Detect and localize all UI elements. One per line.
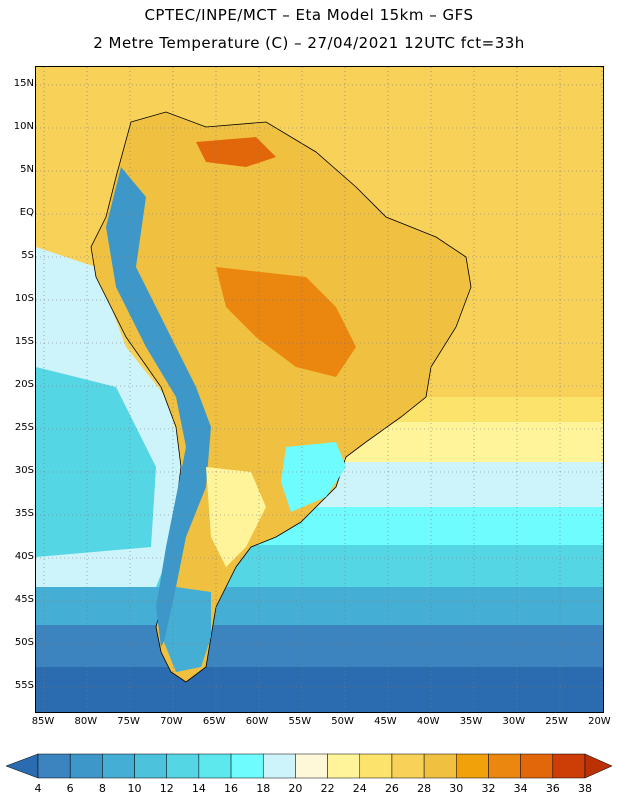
lat-label: 55S bbox=[14, 680, 34, 691]
colorbar-label: 16 bbox=[224, 782, 239, 795]
colorbar-label: 22 bbox=[320, 782, 335, 795]
andes-cold-region bbox=[106, 167, 211, 647]
colorbar-label: 36 bbox=[545, 782, 560, 795]
lat-label: 30S bbox=[14, 465, 34, 476]
colorbar-label: 20 bbox=[288, 782, 303, 795]
map-title-line-1: CPTEC/INPE/MCT – Eta Model 15km – GFS bbox=[144, 6, 474, 24]
map-title-line-2: 2 Metre Temperature (C) – 27/04/2021 12U… bbox=[93, 34, 525, 52]
lon-label: 85W bbox=[31, 716, 55, 727]
colorbar-swatch bbox=[69, 753, 103, 779]
lon-label: 50W bbox=[331, 716, 354, 727]
colorbar-swatch bbox=[166, 753, 200, 779]
lon-label: 40W bbox=[416, 716, 440, 727]
lon-label: 55W bbox=[288, 716, 312, 727]
colorbar-label: 38 bbox=[578, 782, 592, 795]
colorbar-label: 12 bbox=[159, 782, 174, 795]
ocean-band-8 bbox=[36, 625, 603, 670]
graticule bbox=[36, 67, 603, 712]
ocean-band-6 bbox=[36, 667, 603, 712]
temperature-map bbox=[35, 66, 604, 713]
lat-label: 35S bbox=[14, 508, 34, 519]
colorbar-right-arrow bbox=[584, 753, 613, 779]
colorbar-swatch bbox=[552, 753, 586, 779]
colorbar-swatch bbox=[198, 753, 232, 779]
colorbar-swatch bbox=[520, 753, 554, 779]
colorbar-label: 24 bbox=[352, 782, 367, 795]
lat-label: EQ bbox=[19, 207, 34, 218]
colorbar-swatch bbox=[37, 753, 71, 779]
lat-label: 15S bbox=[14, 336, 34, 347]
lat-label: 5S bbox=[21, 250, 34, 261]
southern-brazil-cool-region bbox=[281, 442, 346, 512]
colorbar-label: 30 bbox=[449, 782, 464, 795]
ocean-band-12 bbox=[36, 587, 603, 627]
hot-region-central-brazil bbox=[216, 267, 356, 377]
lat-label: 25S bbox=[14, 422, 34, 433]
lon-label: 75W bbox=[117, 716, 140, 727]
pacific-cold-water bbox=[36, 367, 156, 557]
colorbar-left-arrow bbox=[5, 753, 39, 779]
colorbar-label: 32 bbox=[481, 782, 496, 795]
colorbar-label: 14 bbox=[191, 782, 206, 795]
colorbar-label: 28 bbox=[417, 782, 432, 795]
lon-label: 60W bbox=[245, 716, 269, 727]
colorbar-swatch bbox=[423, 753, 457, 779]
lat-label: 15N bbox=[13, 78, 34, 89]
colorbar-swatch bbox=[359, 753, 393, 779]
south-america-land bbox=[90, 111, 472, 683]
temperature-colorbar bbox=[5, 753, 613, 779]
lon-label: 80W bbox=[74, 716, 98, 727]
lon-label: 70W bbox=[160, 716, 183, 727]
lat-label: 20S bbox=[14, 379, 34, 390]
colorbar-label: 18 bbox=[256, 782, 271, 795]
lon-label: 20W bbox=[588, 716, 611, 727]
lat-label: 50S bbox=[14, 637, 34, 648]
colorbar-swatch bbox=[230, 753, 264, 779]
colorbar-label: 8 bbox=[98, 782, 106, 795]
lon-label: 35W bbox=[459, 716, 483, 727]
lon-label: 45W bbox=[374, 716, 397, 727]
colorbar-label: 26 bbox=[384, 782, 399, 795]
lon-label: 30W bbox=[502, 716, 526, 727]
lon-label: 25W bbox=[545, 716, 568, 727]
lat-label: 40S bbox=[14, 551, 34, 562]
colorbar-swatch bbox=[488, 753, 521, 779]
lat-label: 10S bbox=[14, 293, 34, 304]
colorbar-swatch bbox=[102, 753, 135, 779]
colorbar-label: 6 bbox=[66, 782, 74, 795]
colorbar-swatch bbox=[327, 753, 361, 779]
lat-label: 5N bbox=[20, 164, 34, 175]
lat-label: 45S bbox=[14, 594, 34, 605]
patagonia-cold-region bbox=[164, 587, 211, 672]
colorbar-swatch bbox=[391, 753, 425, 779]
colorbar-swatch bbox=[262, 753, 296, 779]
colorbar-label: 4 bbox=[34, 782, 42, 795]
colorbar-label: 34 bbox=[513, 782, 528, 795]
argentina-mild-region bbox=[206, 467, 266, 567]
lat-label: 10N bbox=[13, 121, 34, 132]
colorbar-swatch bbox=[295, 753, 328, 779]
lon-label: 65W bbox=[202, 716, 226, 727]
colorbar-label: 10 bbox=[127, 782, 142, 795]
map-canvas bbox=[36, 67, 603, 712]
colorbar-swatch bbox=[134, 753, 167, 779]
colorbar-swatch bbox=[456, 753, 489, 779]
